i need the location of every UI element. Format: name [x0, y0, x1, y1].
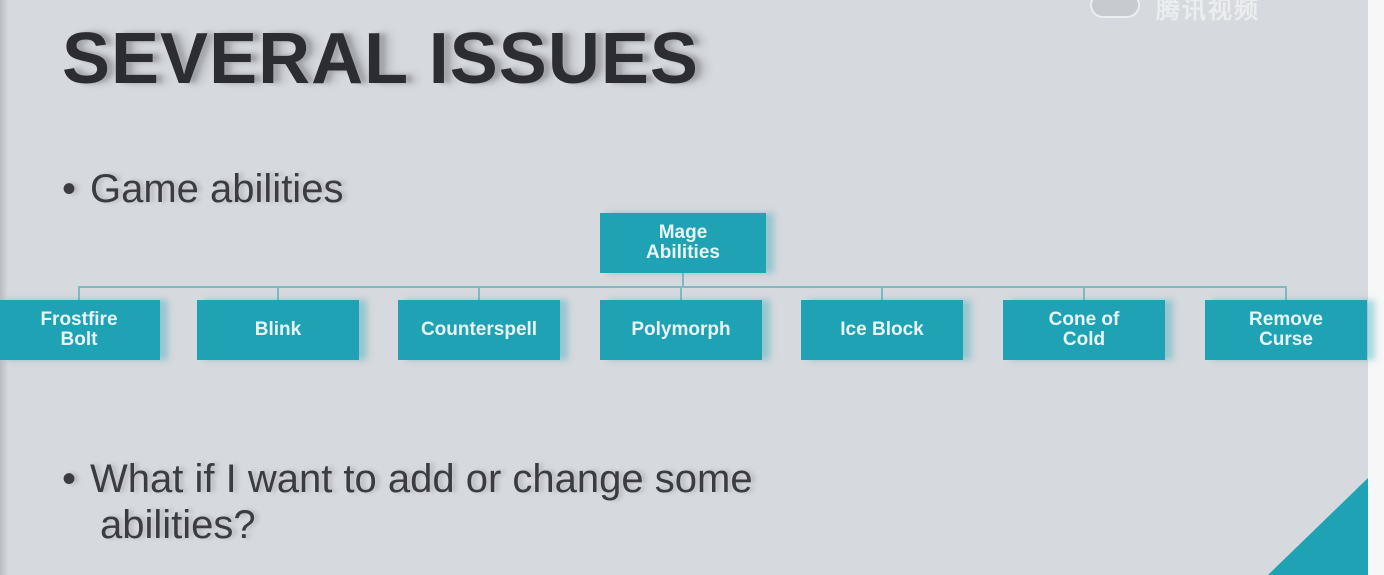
node-mage-abilities: Mage Abilities — [600, 213, 766, 273]
bullet-dot: • — [62, 457, 77, 501]
video-watermark: 腾讯视频 — [1090, 0, 1350, 24]
node-blink: Blink — [197, 300, 359, 360]
connector-child-stem — [478, 286, 480, 300]
watermark-text: 腾讯视频 — [1156, 0, 1260, 24]
bullet-game-abilities: • Game abilities — [62, 166, 343, 212]
bullet-add-change-abilities: • What if I want to add or change some ab… — [62, 456, 1212, 548]
screen-right-edge — [1368, 0, 1384, 575]
slide-title: SEVERAL ISSUES — [62, 19, 699, 99]
node-frostfire-bolt: Frostfire Bolt — [0, 300, 160, 360]
bullet-dot: • — [62, 167, 77, 211]
node-cone-of-cold: Cone of Cold — [1003, 300, 1165, 360]
corner-accent-triangle — [1268, 478, 1368, 575]
screen-left-edge — [0, 0, 8, 575]
connector-child-stem — [680, 286, 682, 300]
connector-root-stem — [682, 273, 684, 286]
bullet-text-line2: abilities? — [100, 503, 256, 547]
connector-child-stem — [1285, 286, 1287, 300]
node-polymorph: Polymorph — [600, 300, 762, 360]
node-ice-block: Ice Block — [801, 300, 963, 360]
connector-child-stem — [277, 286, 279, 300]
node-remove-curse: Remove Curse — [1205, 300, 1367, 360]
connector-bus — [79, 286, 1286, 288]
connector-child-stem — [78, 286, 80, 300]
connector-child-stem — [1083, 286, 1085, 300]
bullet-text-line1: What if I want to add or change some — [90, 457, 753, 501]
connector-child-stem — [881, 286, 883, 300]
bullet-text: Game abilities — [90, 167, 344, 211]
node-counterspell: Counterspell — [398, 300, 560, 360]
video-logo-icon — [1090, 0, 1140, 18]
